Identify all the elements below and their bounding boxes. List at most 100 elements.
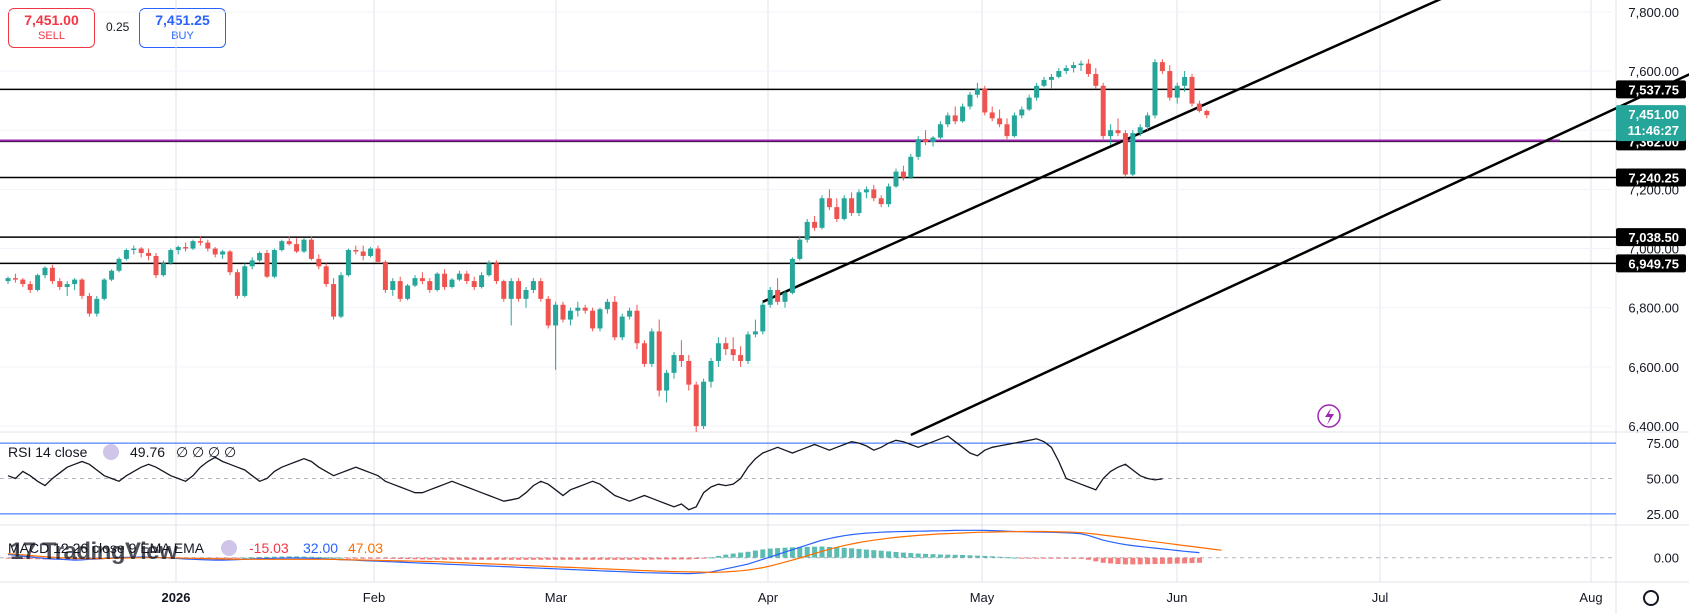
candle-body xyxy=(101,279,107,299)
macd-histogram-bar xyxy=(530,557,536,560)
macd-histogram-bar xyxy=(257,557,263,559)
candle-body xyxy=(116,258,122,271)
macd-histogram-value: -15.03 xyxy=(249,540,289,556)
candle-body xyxy=(501,281,507,299)
macd-histogram-bar xyxy=(834,547,840,558)
macd-histogram-bar xyxy=(1063,557,1069,559)
macd-histogram-bar xyxy=(1071,557,1077,559)
macd-histogram-bar xyxy=(1122,557,1128,565)
candle-body xyxy=(197,241,203,243)
macd-histogram-bar xyxy=(20,557,26,559)
candle-body xyxy=(1130,133,1136,175)
macd-histogram-bar xyxy=(612,557,618,560)
x-axis-label: Aug xyxy=(1579,590,1602,605)
candle-body xyxy=(190,241,196,249)
candle-body xyxy=(523,289,529,299)
candle-body xyxy=(345,250,351,276)
macd-histogram-bar xyxy=(368,557,374,559)
macd-histogram-bar xyxy=(449,557,455,560)
candle-body xyxy=(989,112,995,119)
candle-body xyxy=(168,250,174,264)
candle-body xyxy=(338,275,344,317)
macd-histogram-bar xyxy=(1011,557,1017,559)
x-axis-label: Feb xyxy=(363,590,385,605)
buy-button[interactable]: 7,451.25 BUY xyxy=(139,8,226,48)
candle-body xyxy=(960,106,966,122)
macd-histogram-bar xyxy=(989,556,995,558)
y-axis-tick-label: 7,800.00 xyxy=(1628,5,1679,20)
candle-body xyxy=(205,242,211,249)
macd-histogram-bar xyxy=(826,547,832,558)
candle-body xyxy=(257,252,263,261)
candle-body xyxy=(1041,79,1047,86)
macd-histogram-bar xyxy=(545,557,551,560)
candle-body xyxy=(1026,97,1032,110)
candle-body xyxy=(834,207,840,219)
candle-body xyxy=(708,360,714,382)
sell-button[interactable]: 7,451.00 SELL xyxy=(8,8,95,48)
macd-histogram-bar xyxy=(1100,557,1106,563)
macd-histogram-bar xyxy=(641,557,647,560)
candle-body xyxy=(86,295,92,314)
macd-histogram-bar xyxy=(390,557,396,559)
trend-channel-line xyxy=(762,0,1442,303)
candle-body xyxy=(1078,63,1084,66)
macd-histogram-bar xyxy=(471,557,477,560)
candle-body xyxy=(146,252,152,256)
macd-histogram-bar xyxy=(974,555,980,558)
candle-body xyxy=(871,189,877,199)
candle-body xyxy=(294,244,300,252)
macd-histogram-bar xyxy=(456,557,462,560)
sell-label: SELL xyxy=(38,30,65,42)
candle-body xyxy=(664,372,670,391)
candle-body xyxy=(79,279,85,296)
macd-histogram-bar xyxy=(604,557,610,560)
macd-histogram-bar xyxy=(789,547,795,558)
candle-body xyxy=(212,248,218,255)
macd-histogram-bar xyxy=(308,556,314,558)
candle-body xyxy=(220,251,226,255)
candle-body xyxy=(1189,76,1195,104)
candle-body xyxy=(175,247,181,251)
candle-body xyxy=(530,281,536,290)
macd-histogram-bar xyxy=(405,557,411,560)
candle-body xyxy=(279,241,285,251)
macd-histogram-bar xyxy=(1034,557,1040,559)
lightning-icon xyxy=(1317,404,1341,428)
tradingview-logo: 17 TradingView xyxy=(10,538,178,565)
candle-body xyxy=(183,247,189,249)
macd-histogram-bar xyxy=(715,555,721,558)
candle-body xyxy=(1159,62,1165,72)
macd-histogram-bar xyxy=(923,553,929,558)
macd-histogram-bar xyxy=(752,550,758,558)
macd-histogram-bar xyxy=(227,557,233,559)
candle-body xyxy=(738,355,744,361)
candle-body xyxy=(493,263,499,282)
candle-body xyxy=(1034,85,1040,98)
macd-histogram-bar xyxy=(967,555,973,558)
macd-histogram-bar xyxy=(708,557,714,559)
candle-body xyxy=(849,198,855,214)
macd-histogram-bar xyxy=(264,556,270,558)
candle-body xyxy=(1019,109,1025,116)
candle-body xyxy=(27,284,33,290)
rsi-axis-label: 50.00 xyxy=(1646,472,1679,487)
candle-body xyxy=(1108,130,1114,137)
candle-body xyxy=(382,261,388,290)
macd-histogram-bar xyxy=(671,557,677,560)
candle-body xyxy=(745,334,751,361)
macd-histogram-bar xyxy=(767,548,773,558)
candle-body xyxy=(249,260,255,267)
candle-body xyxy=(323,266,329,285)
candle-body xyxy=(715,343,721,361)
candle-body xyxy=(64,284,70,288)
candle-body xyxy=(20,279,26,285)
macd-histogram-bar xyxy=(723,554,729,558)
macd-histogram-bar xyxy=(701,557,707,559)
candle-body xyxy=(419,278,425,282)
candle-body xyxy=(982,88,988,113)
macd-histogram-bar xyxy=(301,556,307,558)
x-axis-label: Jun xyxy=(1167,590,1188,605)
candle-body xyxy=(412,278,418,286)
